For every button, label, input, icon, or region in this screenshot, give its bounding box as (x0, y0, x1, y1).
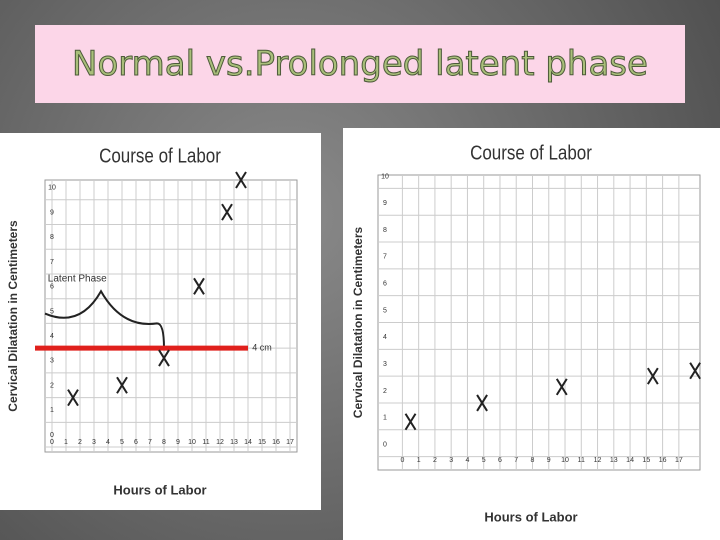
y-tick-label: 6 (50, 284, 54, 291)
x-tick-label: 7 (514, 457, 518, 464)
y-tick-label: 4 (383, 334, 387, 341)
x-tick-label: 8 (162, 439, 166, 446)
x-tick-label: 5 (120, 439, 124, 446)
x-tick-label: 9 (176, 439, 180, 446)
point (689, 362, 701, 380)
point (404, 413, 417, 431)
x-tick-label: 0 (50, 439, 54, 446)
x-tick-label: 13 (610, 457, 618, 464)
y-tick-label: 10 (381, 173, 389, 180)
point (221, 203, 233, 221)
point (646, 367, 659, 385)
x-tick-label: 10 (188, 439, 196, 446)
y-tick-label: 6 (383, 281, 387, 288)
y-tick-label: 2 (383, 388, 387, 395)
y-tick-label: 2 (50, 382, 54, 389)
x-tick-label: 4 (106, 439, 110, 446)
x-tick-label: 15 (642, 457, 650, 464)
point (476, 394, 488, 412)
chart: 0 1 2 3 4 5 6 7 8 9 10 11 12 13 14 15 16 17012345678910Co… (343, 128, 720, 540)
x-tick-label: 5 (482, 457, 486, 464)
chart: 0 1 2 3 4 5 6 7 8 9 10 11 12 13 14 15 16 17012345678910Co… (0, 133, 321, 510)
x-tick-label: 11 (578, 457, 585, 464)
y-tick-label: 0 (50, 432, 54, 439)
y-tick-label: 10 (48, 185, 56, 192)
x-tick-label: 12 (216, 439, 224, 446)
point (555, 378, 568, 396)
y-tick-label: 9 (50, 209, 54, 216)
y-tick-label: 7 (50, 259, 54, 266)
y-axis-label: Cervical Dilatation in Centimeters (351, 226, 365, 418)
x-tick-label: 11 (202, 439, 209, 446)
x-axis-label: Hours of Labor (113, 482, 206, 497)
x-tick-label: 14 (244, 439, 252, 446)
x-tick-label: 13 (230, 439, 238, 446)
brace (44, 289, 165, 349)
x-tick-label: 16 (659, 457, 667, 464)
point (116, 376, 128, 394)
x-tick-label: 14 (626, 457, 634, 464)
point (158, 349, 170, 367)
point (67, 389, 79, 407)
x-tick-label: 7 (148, 439, 152, 446)
y-tick-label: 8 (50, 234, 54, 241)
y-tick-label: 4 (50, 333, 54, 340)
x-tick-label: 6 (498, 457, 502, 464)
x-tick-label: 17 (675, 457, 683, 464)
point (235, 171, 247, 189)
y-tick-label: 5 (383, 307, 387, 314)
x-tick-label: 10 (561, 457, 569, 464)
plot-frame (44, 179, 298, 453)
chart-title: Course of Labor (470, 141, 592, 164)
chart-title: Course of Labor (99, 144, 221, 167)
y-tick-label: 3 (383, 361, 387, 368)
y-tick-label: 3 (50, 358, 54, 365)
x-tick-label: 1 (64, 439, 68, 446)
y-tick-label: 9 (383, 200, 387, 207)
x-tick-label: 8 (531, 457, 535, 464)
slide-title: Normal vs.Prolonged latent phase (72, 44, 649, 85)
point (193, 277, 205, 295)
x-tick-label: 2 (78, 439, 82, 446)
x-tick-label: 3 (449, 457, 453, 464)
title-box: Normal vs.Prolonged latent phase (35, 25, 685, 103)
x-tick-label: 2 (433, 457, 437, 464)
x-tick-label: 15 (258, 439, 266, 446)
y-tick-label: 0 (383, 441, 387, 448)
y-tick-label: 7 (383, 254, 387, 261)
annotation: Latent Phase (48, 274, 107, 285)
x-axis-label: Hours of Labor (484, 509, 577, 524)
y-tick-label: 1 (50, 407, 54, 414)
y-axis-label: Cervical Dilatation in Centimeters (6, 220, 20, 412)
y-tick-label: 1 (383, 415, 387, 422)
y-tick-label: 8 (383, 227, 387, 234)
x-tick-label: 17 (286, 439, 294, 446)
x-tick-label: 9 (547, 457, 551, 464)
y-tick-label: 5 (50, 308, 54, 315)
x-tick-label: 1 (417, 457, 421, 464)
reference-label: 4 cm (252, 343, 272, 353)
x-tick-label: 0 (400, 457, 404, 464)
x-tick-label: 4 (465, 457, 469, 464)
x-tick-label: 6 (134, 439, 138, 446)
x-tick-label: 16 (272, 439, 280, 446)
x-tick-label: 3 (92, 439, 96, 446)
x-tick-label: 12 (594, 457, 602, 464)
